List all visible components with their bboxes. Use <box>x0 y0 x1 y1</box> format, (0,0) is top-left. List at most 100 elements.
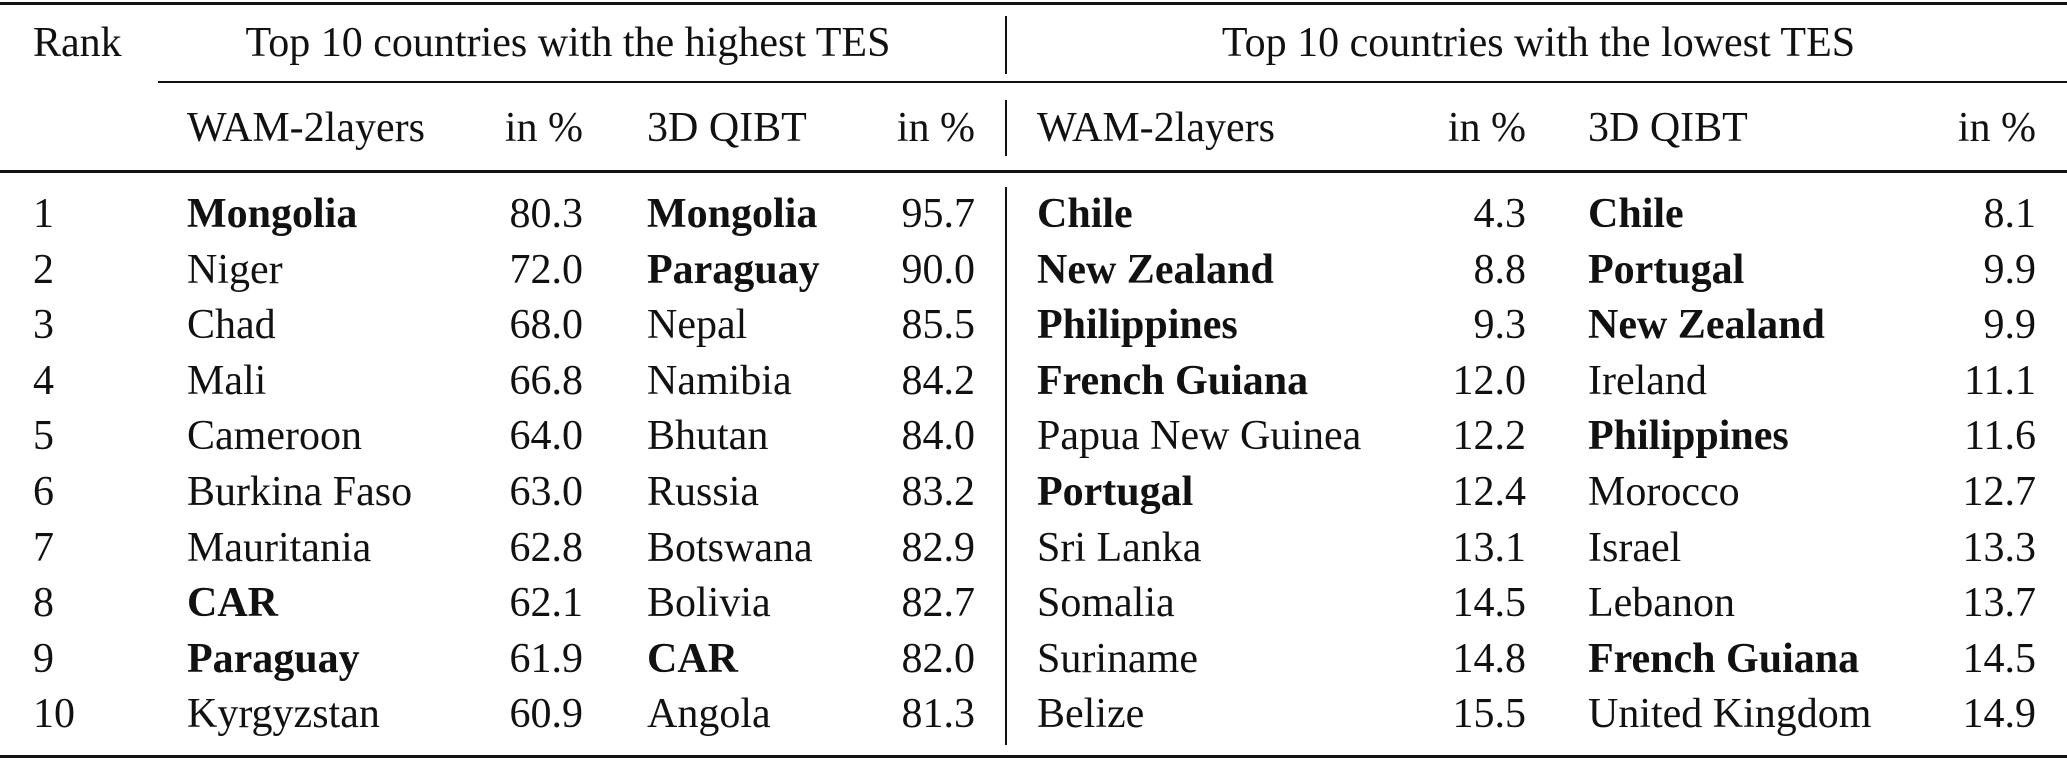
percent-cell: 64.0 <box>509 413 584 460</box>
country-cell: Burkina Faso <box>187 469 413 515</box>
top-rule <box>0 2 2067 5</box>
country-cell: Cameroon <box>187 413 362 460</box>
percent-cell: 80.3 <box>509 191 584 237</box>
rank-cell: 7 <box>33 524 54 571</box>
group-separator <box>1005 16 1007 74</box>
highest-group-header: Top 10 countries with the highest TES <box>245 20 891 66</box>
percent-cell: 14.5 <box>1452 580 1527 627</box>
rank-cell: 5 <box>33 413 54 460</box>
country-cell: Israel <box>1588 524 1682 571</box>
country-cell: Philippines <box>1037 302 1238 349</box>
group-cmidrule <box>158 81 2067 83</box>
rank-cell: 2 <box>33 246 54 293</box>
country-cell: CAR <box>647 635 738 682</box>
column-header-unit: in % <box>504 105 583 151</box>
lowest-group-header: Top 10 countries with the lowest TES <box>1221 20 1856 66</box>
country-cell: Niger <box>187 246 283 293</box>
column-header-unit: in % <box>896 105 975 151</box>
country-cell: Namibia <box>647 357 792 404</box>
country-cell: Botswana <box>647 524 813 571</box>
percent-cell: 85.5 <box>901 302 976 349</box>
header-rule <box>0 170 2067 173</box>
rank-cell: 4 <box>33 357 54 404</box>
percent-cell: 90.0 <box>901 246 976 293</box>
rank-cell: 8 <box>33 580 54 627</box>
percent-cell: 68.0 <box>509 302 584 349</box>
country-cell: Mauritania <box>187 524 372 571</box>
rank-cell: 6 <box>33 469 54 515</box>
percent-cell: 82.7 <box>901 580 976 627</box>
percent-cell: 12.4 <box>1452 469 1527 515</box>
percent-cell: 9.9 <box>1983 302 2037 349</box>
bottom-rule <box>0 755 2067 758</box>
percent-cell: 82.9 <box>901 524 976 571</box>
country-cell: French Guiana <box>1037 357 1309 404</box>
percent-cell: 15.5 <box>1452 691 1527 738</box>
country-cell: Sri Lanka <box>1037 524 1202 571</box>
percent-cell: 63.0 <box>509 469 584 515</box>
column-header-unit: in % <box>1957 105 2036 151</box>
percent-cell: 14.9 <box>1962 691 2037 738</box>
country-cell: Mongolia <box>647 191 818 237</box>
percent-cell: 81.3 <box>901 691 976 738</box>
group-separator <box>1005 100 1007 156</box>
percent-cell: 60.9 <box>509 691 584 738</box>
column-header: 3D QIBT <box>647 105 807 151</box>
country-cell: Ireland <box>1588 357 1707 404</box>
country-cell: Belize <box>1037 691 1145 738</box>
percent-cell: 9.9 <box>1983 246 2037 293</box>
country-cell: Chile <box>1037 191 1133 237</box>
percent-cell: 9.3 <box>1473 302 1527 349</box>
percent-cell: 72.0 <box>509 246 584 293</box>
country-cell: Paraguay <box>187 635 360 682</box>
rank-cell: 1 <box>33 191 54 237</box>
country-cell: Nepal <box>647 302 748 349</box>
country-cell: Bhutan <box>647 413 769 460</box>
country-cell: Chad <box>187 302 276 349</box>
country-cell: Mongolia <box>187 191 358 237</box>
percent-cell: 84.2 <box>901 357 976 404</box>
percent-cell: 14.8 <box>1452 635 1527 682</box>
percent-cell: 12.2 <box>1452 413 1527 460</box>
percent-cell: 8.8 <box>1473 246 1527 293</box>
country-cell: Chile <box>1588 191 1684 237</box>
country-cell: Russia <box>647 469 760 515</box>
rank-header: Rank <box>33 20 122 66</box>
country-cell: Papua New Guinea <box>1037 413 1362 460</box>
percent-cell: 12.0 <box>1452 357 1527 404</box>
group-separator <box>1005 187 1007 745</box>
percent-cell: 11.6 <box>1964 413 2036 460</box>
country-cell: Portugal <box>1037 469 1194 515</box>
country-cell: Somalia <box>1037 580 1175 627</box>
percent-cell: 62.1 <box>509 580 584 627</box>
percent-cell: 84.0 <box>901 413 976 460</box>
column-header: 3D QIBT <box>1588 105 1748 151</box>
country-cell: Portugal <box>1588 246 1745 293</box>
percent-cell: 8.1 <box>1983 191 2037 237</box>
country-cell: CAR <box>187 580 278 627</box>
percent-cell: 12.7 <box>1962 469 2037 515</box>
rank-cell: 3 <box>33 302 54 349</box>
rank-cell: 10 <box>33 691 75 738</box>
country-cell: Bolivia <box>647 580 771 627</box>
country-cell: United Kingdom <box>1588 691 1872 738</box>
country-cell: Morocco <box>1588 469 1740 515</box>
country-cell: Philippines <box>1588 413 1789 460</box>
country-cell: Mali <box>187 357 267 404</box>
percent-cell: 13.3 <box>1962 524 2037 571</box>
percent-cell: 13.7 <box>1962 580 2037 627</box>
percent-cell: 62.8 <box>509 524 584 571</box>
country-cell: Kyrgyzstan <box>187 691 380 738</box>
percent-cell: 4.3 <box>1473 191 1527 237</box>
column-header-unit: in % <box>1447 105 1526 151</box>
percent-cell: 14.5 <box>1962 635 2037 682</box>
percent-cell: 82.0 <box>901 635 976 682</box>
percent-cell: 95.7 <box>901 191 976 237</box>
percent-cell: 11.1 <box>1964 357 2036 404</box>
country-cell: Angola <box>647 691 771 738</box>
country-cell: Lebanon <box>1588 580 1735 627</box>
percent-cell: 61.9 <box>509 635 584 682</box>
percent-cell: 66.8 <box>509 357 584 404</box>
country-cell: French Guiana <box>1588 635 1860 682</box>
country-cell: Paraguay <box>647 246 820 293</box>
